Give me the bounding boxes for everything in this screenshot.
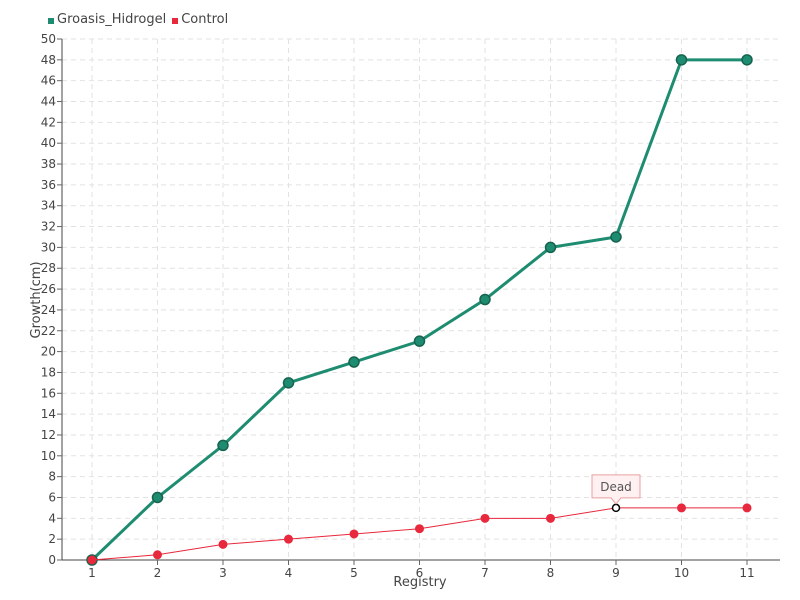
x-tick-label: 5 — [350, 566, 358, 580]
y-tick-label: 42 — [41, 115, 56, 129]
y-tick-label: 36 — [41, 178, 56, 192]
grid — [62, 38, 780, 560]
y-tick-label: 16 — [41, 386, 56, 400]
data-point-groasis-hidrogel[interactable] — [151, 491, 164, 504]
y-tick-label: 4 — [48, 511, 56, 525]
x-axis-label: Registry — [393, 575, 447, 590]
x-tick-label: 6 — [416, 566, 424, 580]
data-point-control[interactable] — [546, 513, 555, 523]
data-point-control[interactable] — [742, 503, 752, 513]
legend: Groasis_Hidrogel Control — [48, 12, 234, 27]
legend-label-control: Control — [181, 12, 229, 27]
legend-swatch-control — [172, 17, 179, 24]
data-point-control[interactable] — [415, 524, 424, 534]
y-tick-label: 24 — [41, 303, 56, 317]
annotations: Dead — [591, 474, 641, 505]
legend-item-control[interactable]: Control — [172, 12, 228, 27]
y-tick-label: 46 — [41, 74, 56, 88]
series-layer — [86, 54, 753, 566]
data-point-control[interactable] — [349, 529, 359, 539]
data-point-groasis-hidrogel[interactable] — [544, 241, 557, 254]
y-tick-label: 8 — [48, 470, 56, 484]
x-tick-label: 7 — [481, 566, 489, 580]
legend-item-groasis[interactable]: Groasis_Hidrogel — [48, 12, 166, 27]
annotation-text: Dead — [600, 480, 632, 494]
data-point-control[interactable] — [284, 534, 293, 544]
y-tick-label: 12 — [41, 428, 56, 442]
x-tick-label: 10 — [674, 566, 689, 580]
y-tick-label: 50 — [41, 32, 56, 46]
data-point-groasis-hidrogel[interactable] — [741, 54, 753, 66]
x-tick-label: 9 — [612, 566, 620, 580]
y-tick-label: 34 — [41, 199, 56, 213]
data-point-groasis-hidrogel[interactable] — [479, 293, 491, 306]
legend-label-groasis: Groasis_Hidrogel — [57, 12, 167, 27]
data-point-control[interactable] — [677, 503, 686, 513]
y-tick-label: 0 — [48, 553, 56, 567]
data-point-control[interactable] — [87, 555, 97, 565]
x-tick-label: 2 — [154, 566, 162, 580]
x-tick-label: 11 — [739, 566, 754, 580]
y-axis-ticks: 0246810121416182022242628303234363840424… — [41, 32, 62, 567]
data-point-groasis-hidrogel[interactable] — [217, 439, 229, 452]
data-point-groasis-hidrogel[interactable] — [348, 356, 360, 368]
y-tick-label: 30 — [41, 240, 56, 254]
y-tick-label: 6 — [48, 490, 56, 504]
axes — [61, 39, 780, 561]
y-tick-label: 38 — [41, 157, 56, 171]
y-tick-label: 48 — [41, 53, 56, 67]
data-point-control[interactable] — [218, 539, 228, 549]
x-axis-ticks: 1 2 3 4 5 6 7 8 9 10 11 — [88, 560, 755, 580]
y-axis-label: Growth(cm) — [29, 261, 44, 338]
y-tick-label: 20 — [41, 345, 56, 359]
data-point-control[interactable] — [611, 503, 621, 513]
y-tick-label: 44 — [41, 95, 56, 109]
y-tick-label: 28 — [41, 261, 56, 275]
y-tick-label: 2 — [48, 532, 56, 546]
x-tick-label: 3 — [219, 566, 227, 580]
legend-swatch-groasis — [48, 17, 54, 24]
annotation-callout — [591, 474, 641, 505]
data-point-control[interactable] — [153, 550, 162, 560]
y-tick-label: 14 — [41, 407, 56, 421]
x-tick-label: 1 — [88, 566, 96, 580]
data-point-groasis-hidrogel[interactable] — [282, 377, 295, 389]
x-tick-label: 8 — [547, 566, 555, 580]
y-tick-label: 22 — [41, 324, 56, 338]
data-point-control[interactable] — [480, 513, 490, 523]
y-tick-label: 40 — [41, 136, 56, 150]
data-point-groasis-hidrogel[interactable] — [610, 231, 622, 243]
data-point-groasis-hidrogel[interactable] — [413, 335, 426, 347]
data-point-groasis-hidrogel[interactable] — [675, 54, 688, 66]
x-tick-label: 4 — [285, 566, 293, 580]
y-tick-label: 10 — [41, 449, 56, 463]
y-tick-label: 18 — [41, 365, 56, 379]
y-tick-label: 32 — [41, 220, 56, 234]
y-tick-label: 26 — [41, 282, 56, 296]
